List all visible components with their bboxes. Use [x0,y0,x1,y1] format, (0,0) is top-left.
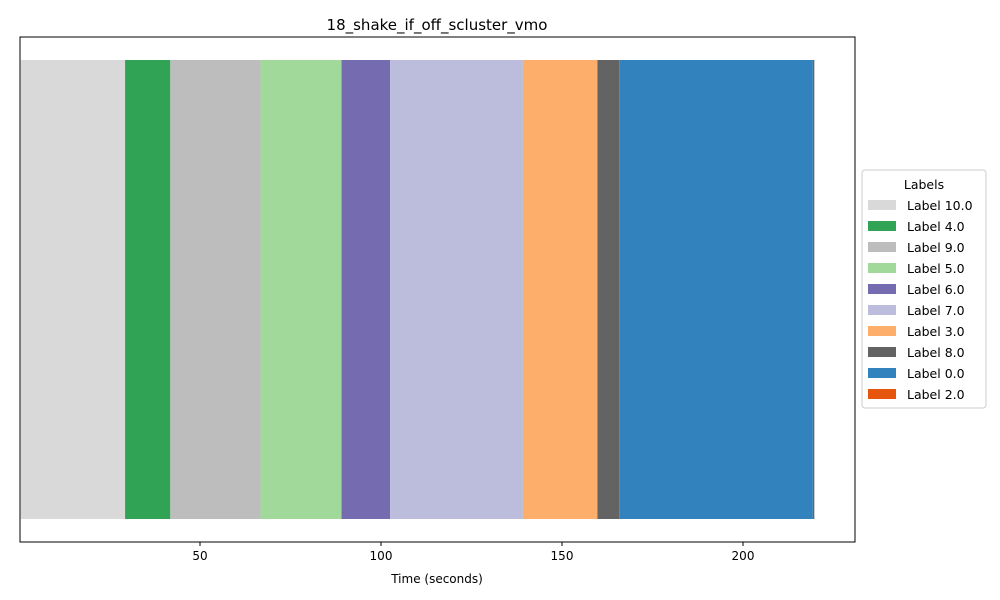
legend-entry-label: Label 0.0 [907,366,965,381]
plot-area [19,36,856,543]
legend-entry-label: Label 7.0 [907,303,965,318]
segment-bar [125,60,171,519]
legend-swatch [868,284,896,294]
x-tick-label: 100 [370,549,393,563]
legend-swatch [868,326,896,336]
x-axis-label: Time (seconds) [390,572,483,586]
plot-frame [19,36,856,543]
segment-bar [390,60,523,519]
segment-bar [260,60,342,519]
legend-entry-label: Label 5.0 [907,261,965,276]
legend-entry-label: Label 8.0 [907,345,965,360]
legend-swatch [868,347,896,357]
legend-entry-label: Label 3.0 [907,324,965,339]
x-tick-label: 50 [192,549,207,563]
legend-entry-label: Label 10.0 [907,198,973,213]
legend-swatch [868,200,896,210]
segment-bar [812,60,815,519]
legend-entry-label: Label 4.0 [907,219,965,234]
segment-bar [170,60,261,519]
segment-bar [522,60,598,519]
legend-swatch [868,305,896,315]
legend-swatch [868,221,896,231]
legend-title: Labels [904,177,944,192]
segment-bar [341,60,391,519]
legend-swatch [868,263,896,273]
x-axis: 50 100 150 200 [192,542,754,563]
legend-entry-label: Label 2.0 [907,387,965,402]
legend-swatch [868,242,896,252]
legend-entry-label: Label 9.0 [907,240,965,255]
segment-bar [619,60,813,519]
legend-swatch [868,368,896,378]
segment-bar [20,60,126,519]
legend-entry-label: Label 6.0 [907,282,965,297]
chart-title: 18_shake_if_off_scluster_vmo [327,16,548,35]
segment-bar [597,60,620,519]
x-tick-label: 200 [732,549,755,563]
legend-swatch [868,389,896,399]
legend: Labels Label 10.0 Label 4.0 Label 9.0 Label … [861,169,987,409]
x-tick-label: 150 [551,549,574,563]
